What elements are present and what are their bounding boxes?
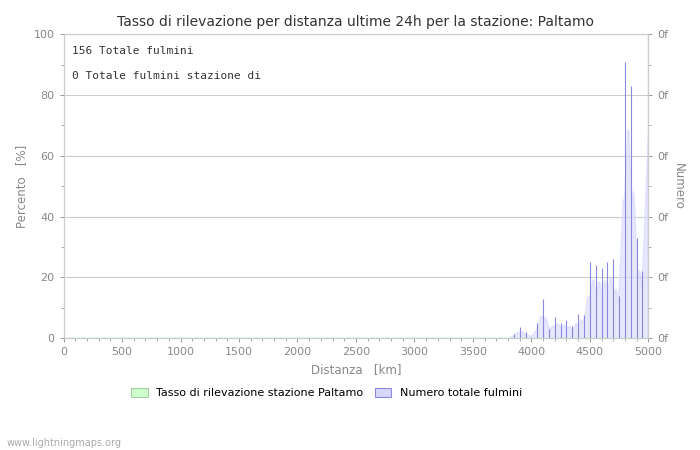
Title: Tasso di rilevazione per distanza ultime 24h per la stazione: Paltamo: Tasso di rilevazione per distanza ultime… [118, 15, 594, 29]
Text: www.lightningmaps.org: www.lightningmaps.org [7, 438, 122, 448]
X-axis label: Distanza   [km]: Distanza [km] [311, 363, 401, 376]
Y-axis label: Percento   [%]: Percento [%] [15, 144, 28, 228]
Y-axis label: Numero: Numero [672, 163, 685, 210]
Text: 156 Totale fulmini: 156 Totale fulmini [72, 46, 194, 57]
Text: 0 Totale fulmini stazione di: 0 Totale fulmini stazione di [72, 71, 261, 81]
Legend: Tasso di rilevazione stazione Paltamo, Numero totale fulmini: Tasso di rilevazione stazione Paltamo, N… [127, 383, 527, 402]
